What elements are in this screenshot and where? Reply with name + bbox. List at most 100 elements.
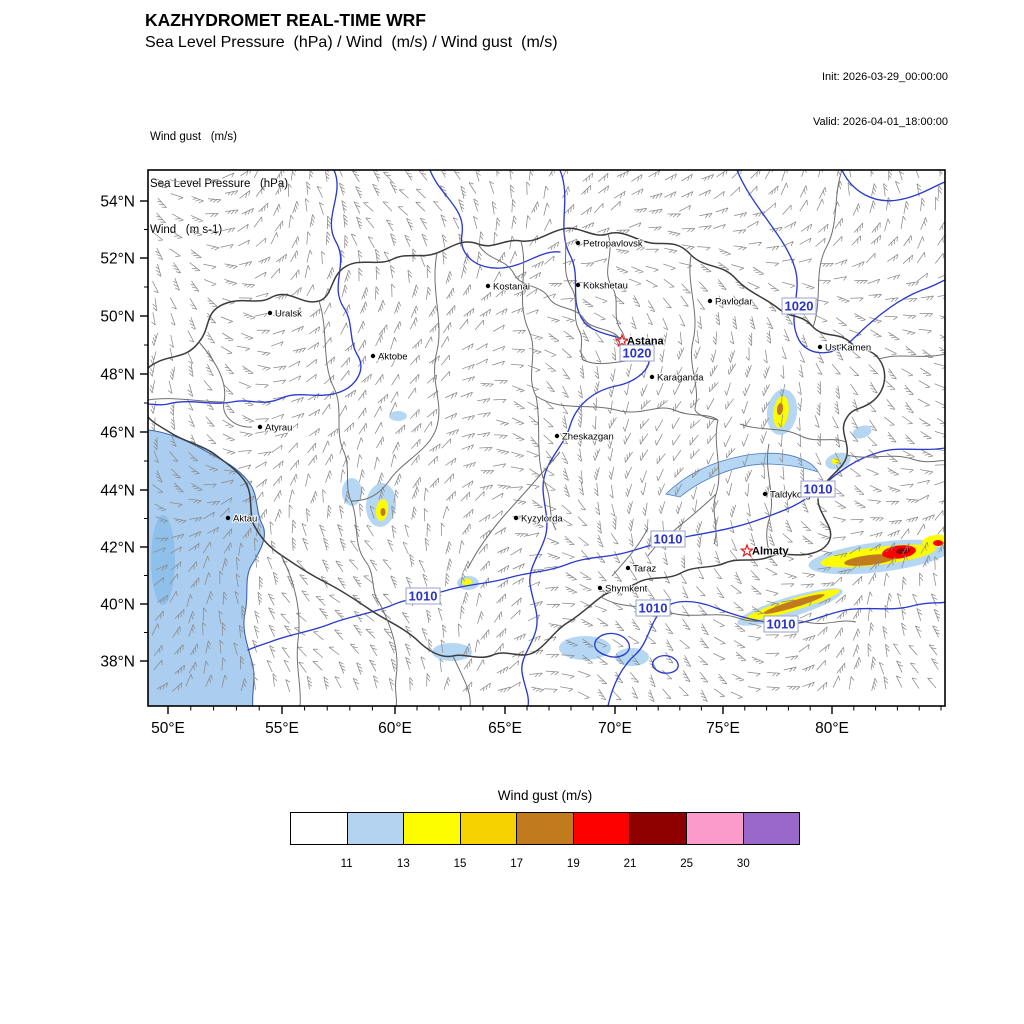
city-dot-icon bbox=[485, 283, 491, 289]
city-label: Kostanai bbox=[493, 282, 530, 293]
city-label: Kokshetau bbox=[583, 281, 628, 292]
colorbar-tick-label: 25 bbox=[680, 858, 694, 870]
city-dot-icon bbox=[707, 298, 713, 304]
colorbar-cell bbox=[347, 813, 405, 844]
region-border-group bbox=[148, 170, 945, 706]
region-border bbox=[611, 527, 649, 577]
wind-barbs bbox=[149, 170, 945, 703]
neighbor-border bbox=[452, 655, 471, 706]
wind-barb-field bbox=[149, 170, 945, 703]
gust-patch-orange bbox=[380, 508, 386, 516]
colorbar-tick-label: 19 bbox=[566, 858, 580, 870]
lon-tick-label: 80°E bbox=[815, 720, 849, 737]
gust-patch-red bbox=[933, 540, 943, 546]
lat-tick-label: 50°N bbox=[100, 309, 135, 326]
region-border bbox=[739, 423, 847, 443]
region-border bbox=[535, 395, 557, 531]
capital-star-icon bbox=[614, 333, 630, 348]
pressure-contour bbox=[651, 654, 679, 674]
city-dot-icon bbox=[817, 344, 823, 350]
lon-tick-label: 60°E bbox=[378, 720, 412, 737]
city-label: Ust'Kamen bbox=[825, 343, 871, 354]
legend-slp: Sea Level Pressure (hPa) bbox=[150, 177, 289, 190]
city-label: Petropavlovsk bbox=[583, 239, 643, 250]
figure-header: KAZHYDROMET REAL-TIME WRF Sea Level Pres… bbox=[145, 10, 558, 52]
water-bodies bbox=[148, 429, 819, 706]
city-dot-icon bbox=[625, 565, 631, 571]
city-label: Taraz bbox=[633, 564, 656, 575]
colorbar-cell bbox=[743, 813, 800, 844]
pressure-contour bbox=[521, 170, 650, 706]
figure-subtitle: Sea Level Pressure (hPa) / Wind (m/s) / … bbox=[145, 34, 558, 51]
lat-tick-label: 48°N bbox=[100, 367, 135, 384]
colorbar-tick-label: 11 bbox=[340, 858, 353, 870]
colorbar-tick-label: 15 bbox=[453, 858, 467, 870]
region-border bbox=[467, 451, 561, 569]
city-dot-icon bbox=[575, 282, 581, 288]
neighbor-border bbox=[379, 603, 398, 706]
region-border bbox=[713, 419, 720, 545]
city-label: Aktau bbox=[233, 514, 257, 525]
city-label: Zheskazgan bbox=[562, 432, 614, 443]
valid-time: Valid: 2026-04-01_18:00:00 bbox=[813, 116, 948, 128]
pressure-label: 1010 bbox=[405, 587, 441, 605]
colorbar-cell bbox=[573, 813, 631, 844]
city-dot-icon bbox=[225, 515, 231, 521]
aral-sea bbox=[342, 478, 362, 506]
lon-tick-label: 55°E bbox=[265, 720, 299, 737]
city-label: Karaganda bbox=[657, 373, 704, 384]
city-markers: Petropavlovsk Kostanai Kokshetau Pavlodar Ur… bbox=[225, 238, 872, 596]
region-border bbox=[198, 341, 253, 428]
gust-patch-light bbox=[852, 425, 872, 439]
figure-title: KAZHYDROMET REAL-TIME WRF bbox=[145, 10, 426, 30]
lat-tick-label: 40°N bbox=[100, 597, 135, 614]
lon-tick-label: 70°E bbox=[598, 720, 632, 737]
city-label: Kyzylorda bbox=[521, 514, 563, 525]
caspian-sea bbox=[148, 429, 265, 706]
city-label: Uralsk bbox=[275, 309, 302, 320]
pressure-contour bbox=[736, 170, 945, 354]
neighbor-border bbox=[878, 353, 945, 360]
region-border bbox=[689, 254, 719, 421]
init-time: Init: 2026-03-29_00:00:00 bbox=[822, 71, 948, 83]
city-dot-icon bbox=[554, 433, 560, 439]
city-dot-icon bbox=[370, 353, 376, 359]
city-label: Almaty bbox=[752, 546, 790, 558]
city-dot-icon bbox=[513, 515, 519, 521]
colorbar-tick-label: 30 bbox=[736, 858, 750, 870]
region-border bbox=[535, 395, 719, 421]
model-times: Init: 2026-03-29_00:00:00 Valid: 2026-04… bbox=[813, 40, 948, 160]
region-border bbox=[562, 228, 584, 361]
pressure-label: 1010 bbox=[763, 615, 799, 633]
pressure-label: 1020 bbox=[619, 344, 655, 362]
region-border bbox=[477, 243, 621, 340]
city-label: Pavlodar bbox=[715, 297, 753, 308]
city-dot-icon bbox=[597, 585, 603, 591]
colorbar-cell bbox=[517, 813, 574, 844]
gust-patch-light bbox=[559, 636, 611, 660]
gust-patch-darkred bbox=[896, 547, 910, 555]
lon-tick-label: 75°E bbox=[706, 720, 740, 737]
lat-tick-label: 52°N bbox=[100, 251, 135, 268]
city-label: Shymkent bbox=[605, 584, 648, 595]
pressure-contour bbox=[594, 632, 631, 658]
region-border bbox=[350, 252, 440, 502]
colorbar bbox=[290, 812, 800, 845]
axis-ticks: 54°N 52°N 50°N 48°N 46°N 44°N 42°N 40°N 38°N 50°E… bbox=[100, 194, 942, 737]
region-border bbox=[350, 500, 381, 605]
colorbar-cell bbox=[404, 813, 461, 844]
map-frame bbox=[147, 169, 946, 707]
region-border bbox=[318, 300, 352, 502]
colorbar-title: Wind gust (m/s) bbox=[497, 788, 593, 803]
lat-tick-label: 44°N bbox=[100, 483, 135, 500]
colorbar-cell bbox=[630, 813, 687, 844]
colorbar-tick-label: 21 bbox=[623, 858, 637, 870]
colorbar-cell bbox=[460, 813, 518, 844]
map-area: Petropavlovsk Kostanai Kokshetau Pavlodar Ur… bbox=[148, 170, 945, 706]
neighbor-border bbox=[280, 554, 301, 706]
colorbar-tick-label: 13 bbox=[396, 858, 410, 870]
legend-wind-gust: Wind gust (m/s) bbox=[150, 131, 237, 143]
city-label: Aktobe bbox=[378, 352, 408, 363]
capital-star-icon bbox=[739, 543, 755, 558]
